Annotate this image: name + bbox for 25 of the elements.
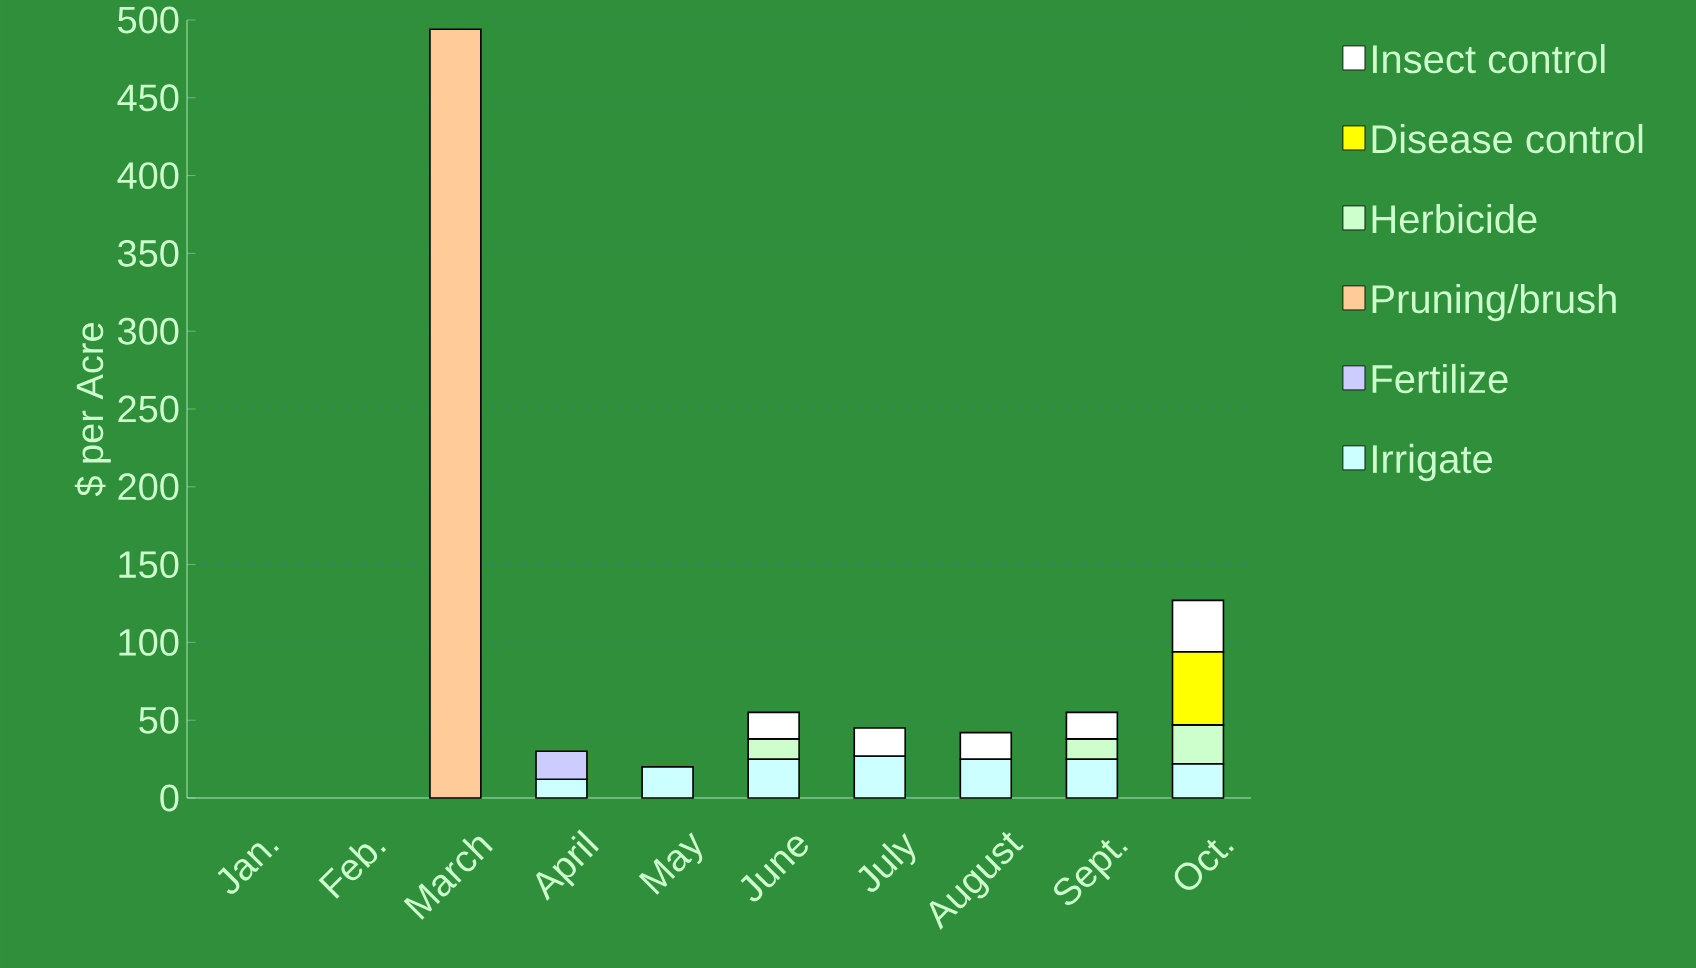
y-axis-title: $ per Acre [74, 323, 111, 497]
y-tick-label: 0 [160, 784, 179, 812]
x-tick-label: July [858, 833, 916, 892]
y-tick-label: 50 [139, 706, 179, 734]
x-tick-label: Jan. [217, 843, 280, 894]
x-tick-label: May [638, 832, 703, 895]
x-tick-label: Oct. [1174, 839, 1235, 890]
legend-label: Disease control [1372, 123, 1643, 154]
legend-label: Pruning/brush [1372, 283, 1616, 322]
x-tick-label: Feb. [318, 844, 387, 899]
bar [429, 28, 482, 799]
y-tick-label: 150 [119, 551, 179, 579]
legend-label: Fertilize [1372, 363, 1508, 394]
y-tick-label: 400 [117, 162, 179, 190]
y-tick-label: 350 [117, 239, 179, 267]
bar [641, 766, 694, 799]
legend-label: Irrigate [1373, 443, 1493, 482]
y-tick-label: 500 [118, 6, 179, 34]
y-tick-label: 250 [118, 395, 179, 423]
y-tick-label: 100 [119, 628, 179, 656]
y-tick-label: 450 [117, 84, 179, 112]
legend-label: Herbicide [1372, 203, 1537, 234]
y-tick-label: 200 [118, 473, 179, 501]
y-tick-label: 300 [117, 317, 179, 345]
legend-label: Insect control [1373, 43, 1605, 74]
